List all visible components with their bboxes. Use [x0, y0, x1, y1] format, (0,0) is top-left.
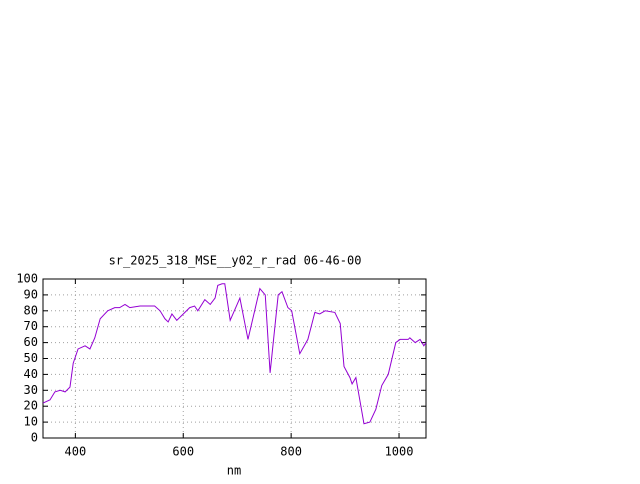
- y-tick-label: 50: [24, 351, 38, 365]
- y-tick-label: 80: [24, 303, 38, 317]
- x-tick-label: 1000: [385, 445, 414, 459]
- y-tick-label: 20: [24, 399, 38, 413]
- y-tick-label: 100: [16, 272, 38, 286]
- x-axis-label: nm: [227, 464, 241, 478]
- x-tick-label: 800: [280, 445, 302, 459]
- chart-title: sr_2025_318_MSE__y02_r_rad 06-46-00: [109, 254, 362, 268]
- x-tick-label: 400: [65, 445, 87, 459]
- y-tick-label: 30: [24, 383, 38, 397]
- data-line: [42, 283, 427, 425]
- y-tick-label: 40: [24, 367, 38, 381]
- y-tick-label: 90: [24, 287, 38, 301]
- y-tick-label: 60: [24, 335, 38, 349]
- y-tick-label: 70: [24, 319, 38, 333]
- x-tick-label: 600: [172, 445, 194, 459]
- y-tick-label: 0: [31, 431, 38, 445]
- y-tick-label: 10: [24, 415, 38, 429]
- plot-frame: [42, 278, 427, 439]
